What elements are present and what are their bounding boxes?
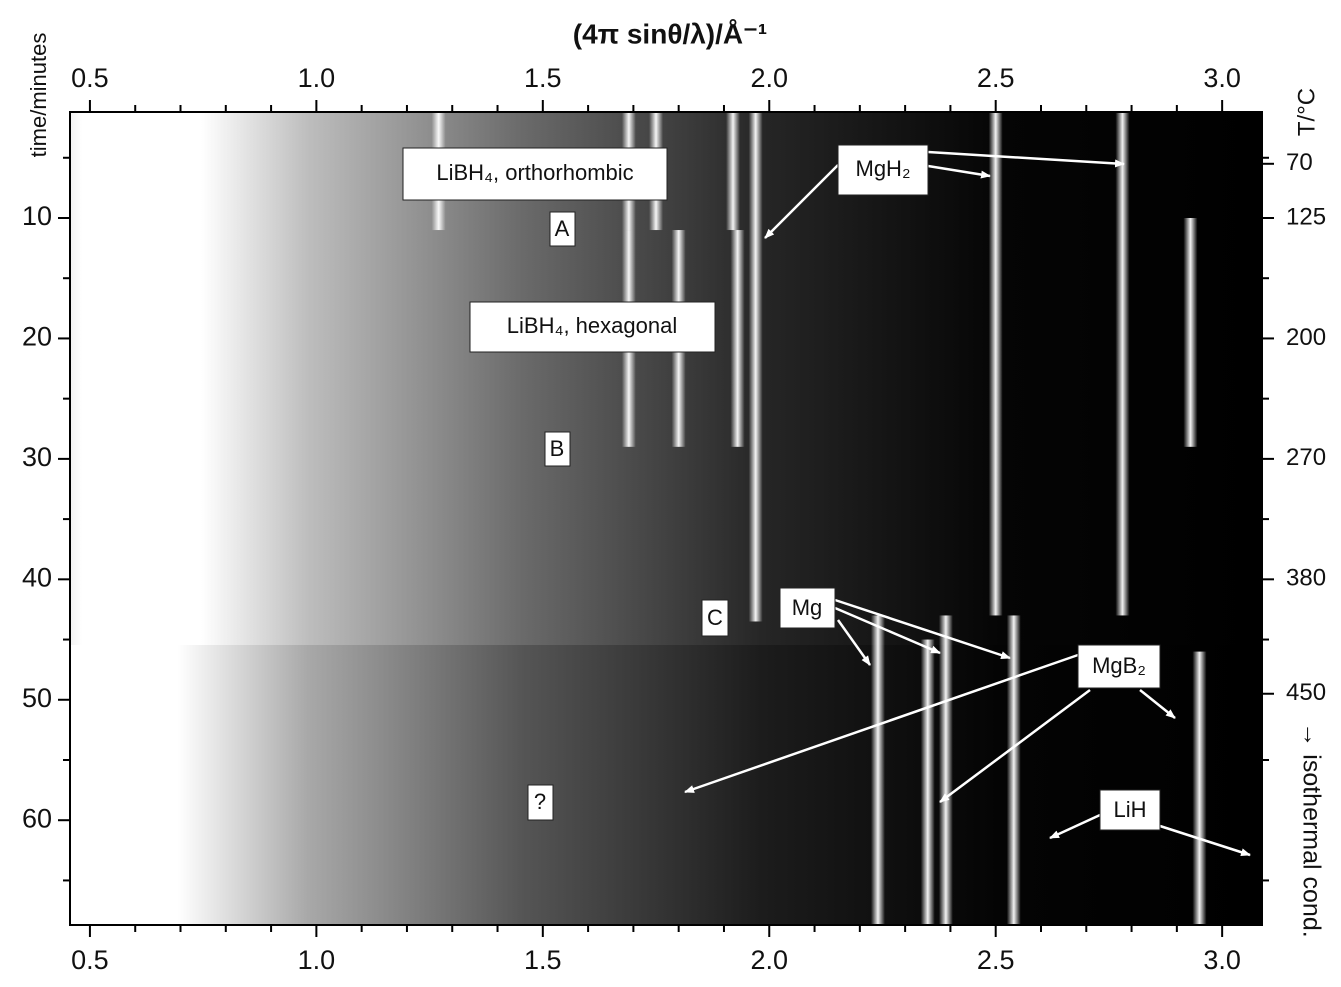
y-tick-label: 40: [22, 562, 52, 592]
y2-tick-label: 380: [1286, 565, 1326, 592]
y-tick-label: 50: [22, 683, 52, 713]
x-tick-label: 3.0: [1203, 945, 1241, 975]
peak: [870, 615, 885, 925]
annotation-box: [1077, 644, 1161, 689]
y-tick-label: 20: [22, 322, 52, 352]
x-tick-label: 2.0: [750, 945, 788, 975]
arrow: [939, 688, 1091, 804]
axes: 0.5 0.5 1.0 1.0 1.5 1.5 2.0 2.0 2.5 2.5 3.0 3.0 10 20…: [22, 63, 1326, 975]
x-tick-label: 1.0: [298, 63, 336, 93]
annotation-box: [544, 431, 571, 467]
arrow: [927, 164, 991, 179]
annotation-box: [837, 144, 929, 196]
arrow: [764, 164, 839, 239]
x-axis-title: (4π sinθ/λ)/Å⁻¹: [573, 18, 767, 49]
annotation-box: [1099, 789, 1161, 831]
peak: [988, 112, 1003, 616]
y2-tick-label: 200: [1286, 324, 1326, 351]
arrow: [1139, 689, 1176, 719]
intensity-background: [70, 112, 1262, 645]
x-tick-label: 0.5: [71, 63, 109, 93]
y-tick-label: 10: [22, 201, 52, 231]
peak: [920, 639, 935, 925]
y-axis-title: time/minutes: [26, 33, 51, 158]
arrow: [836, 619, 872, 666]
peak: [1192, 651, 1207, 925]
peak: [748, 112, 763, 622]
x-tick-label: 2.0: [750, 63, 788, 93]
annotations: LiBH₄, orthorhombic A MgH₂ LiBH₄, hexago…: [402, 144, 1161, 831]
annotation: ?: [534, 789, 546, 814]
arrow: [834, 606, 941, 655]
peak: [938, 615, 953, 925]
annotation-box: [549, 211, 576, 247]
arrow: [1159, 824, 1251, 857]
x-tick-label: 2.5: [977, 63, 1015, 93]
y2-tick-label: 270: [1286, 444, 1326, 471]
annotation: LiBH₄, hexagonal: [507, 313, 677, 338]
y2-tick-label: 125: [1286, 203, 1326, 230]
x-tick-label: 3.0: [1203, 63, 1241, 93]
y-tick-label: 30: [22, 442, 52, 472]
x-tick-label: 0.5: [71, 945, 109, 975]
y-tick-label: 60: [22, 803, 52, 833]
annotation-box: [469, 301, 716, 353]
arrow: [684, 653, 1079, 794]
peak: [1183, 217, 1198, 447]
annotation: LiBH₄, orthorhombic: [436, 160, 633, 185]
intensity-background: [70, 645, 1262, 925]
annotation: B: [550, 436, 565, 461]
annotation-box: [402, 147, 668, 201]
x-tick-label: 1.5: [524, 945, 562, 975]
peaks: [431, 112, 1207, 925]
y2-axis-title: T/°C: [1293, 88, 1320, 136]
arrow: [927, 150, 1125, 168]
x-tick-label: 1.0: [298, 945, 336, 975]
peak: [1006, 615, 1021, 925]
annotation: Mg: [792, 595, 823, 620]
y2-tick-label: 70: [1286, 149, 1313, 176]
annotation-box: [701, 599, 729, 637]
peak: [726, 112, 741, 231]
annotation: MgH₂: [856, 156, 911, 181]
arrows: [684, 150, 1251, 857]
peak: [730, 230, 745, 447]
annotation: A: [555, 216, 570, 241]
annotation-box: [779, 587, 836, 629]
annotation-box: [527, 784, 554, 821]
x-tick-label: 1.5: [524, 63, 562, 93]
y2-note: → isothermal cond.: [1297, 722, 1325, 937]
peak: [1115, 112, 1130, 616]
arrow: [834, 598, 1011, 660]
annotation: C: [707, 605, 723, 630]
x-tick-label: 2.5: [977, 945, 1015, 975]
annotation: LiH: [1113, 797, 1146, 822]
arrow: [1049, 813, 1101, 840]
y2-tick-label: 450: [1286, 679, 1326, 706]
annotation: MgB₂: [1092, 653, 1146, 678]
